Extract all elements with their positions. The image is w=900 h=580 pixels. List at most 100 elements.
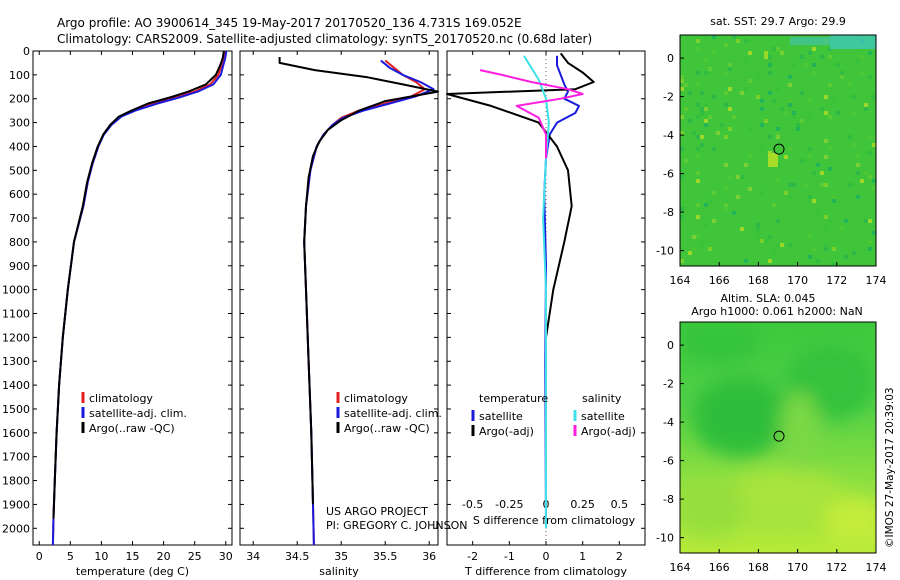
sst-cell [776,131,780,135]
sst-cell [836,63,840,67]
sst-cell [696,39,700,43]
map-x-tick-label: 164 [670,274,691,287]
sst-cell [864,171,868,175]
y-tick-label: 1500 [2,403,30,416]
sst-cell [728,175,732,179]
sst-cell [724,163,728,167]
sst-cell [704,203,708,207]
x-tick-label: 35 [334,550,348,563]
sst-cell [696,215,700,219]
sst-cell [680,79,684,83]
sst-cell [868,175,872,179]
sst-cell [816,211,820,215]
sst-cell [772,251,776,255]
header-title-line2: Climatology: CARS2009. Satellite-adjuste… [57,32,592,46]
sla-map-panel: 164 166 168 170 172 174 0 -2 -4 -6 -8 -10 [656,321,887,574]
sst-cell [824,95,828,99]
sst-cell [812,199,816,203]
series-line-satellite [543,55,580,529]
map-y-tick-label: 0 [667,52,674,65]
sst-cell [736,39,740,43]
y-tick-label: 400 [9,140,30,153]
sst-cell [728,107,732,111]
sst-cool-patch [830,35,876,49]
sst-cell [764,51,768,55]
sst-cell [872,135,876,139]
sst-cell [680,131,684,135]
sst-cell [780,51,784,55]
map-y-tick-label: -8 [663,493,674,506]
sst-cell [872,187,876,191]
y-tick-label: 900 [9,260,30,273]
sst-cell [680,147,684,151]
sst-cell [744,87,748,91]
sst-cell [828,55,832,59]
sst-cell [812,63,816,67]
sst-cell [760,123,764,127]
sst-cell [684,159,688,163]
sst-cell [828,167,832,171]
sst-cell [808,99,812,103]
map-y-tick-label: 0 [667,339,674,352]
y-tick-label: 0 [23,45,30,58]
legend-label: climatology [344,392,408,405]
sst-cell [684,83,688,87]
sst-cell [808,115,812,119]
sst-cell [808,147,812,151]
map-y-tick-label: -6 [663,168,674,181]
sst-cell [872,179,876,183]
sst-cell [792,63,796,67]
sla-map-title: Altim. SLA: 0.045 [720,292,815,305]
sst-cell [820,171,824,175]
sst-cell [788,83,792,87]
sst-cell [860,55,864,59]
sst-cell [688,251,692,255]
sst-cell [680,207,684,211]
sst-cell [724,103,728,107]
map-y-tick-label: -10 [656,532,674,545]
sst-cell [844,255,848,259]
s-tick-label: 0.25 [570,498,595,511]
sst-cell [768,63,772,67]
sst-cell [680,87,684,91]
sst-cell [808,155,812,159]
sst-cell [736,175,740,179]
sst-cell [748,51,752,55]
sst-cell [832,99,836,103]
sst-cell [784,111,788,115]
x-tick-label: -2 [467,550,478,563]
plot-frame [239,50,439,546]
sst-cell [680,175,684,179]
map-x-tick-label: 164 [670,561,691,574]
sst-cell [708,115,712,119]
sst-cell [740,227,744,231]
sst-cell [832,247,836,251]
sst-cell [776,219,780,223]
s-axis-label: S difference from climatology [473,514,636,527]
sst-cell [788,183,792,187]
sst-cell [692,131,696,135]
y-tick-label: 1800 [2,475,30,488]
sst-cell [696,171,700,175]
map-x-tick-label: 174 [866,274,887,287]
y-tick-label: 2000 [2,522,30,535]
y-tick-label: 1000 [2,284,30,297]
x-tick-label: 1 [579,550,586,563]
sst-cell [768,91,772,95]
sst-cell [712,191,716,195]
sst-cell [864,107,868,111]
sst-cell [812,47,816,51]
sst-cell [712,147,716,151]
sst-map-title: sat. SST: 29.7 Argo: 29.9 [710,15,846,28]
y-tick-label: 100 [9,69,30,82]
sst-cell [696,235,700,239]
sst-cell [776,87,780,91]
sst-cell [800,91,804,95]
sla-map-subtitle: Argo h1000: 0.061 h2000: NaN [691,305,863,318]
sst-cell [868,219,872,223]
sst-cell [756,227,760,231]
sst-cell [844,219,848,223]
sst-cell [756,75,760,79]
map-x-tick-label: 170 [787,274,808,287]
sst-cell [728,127,732,131]
